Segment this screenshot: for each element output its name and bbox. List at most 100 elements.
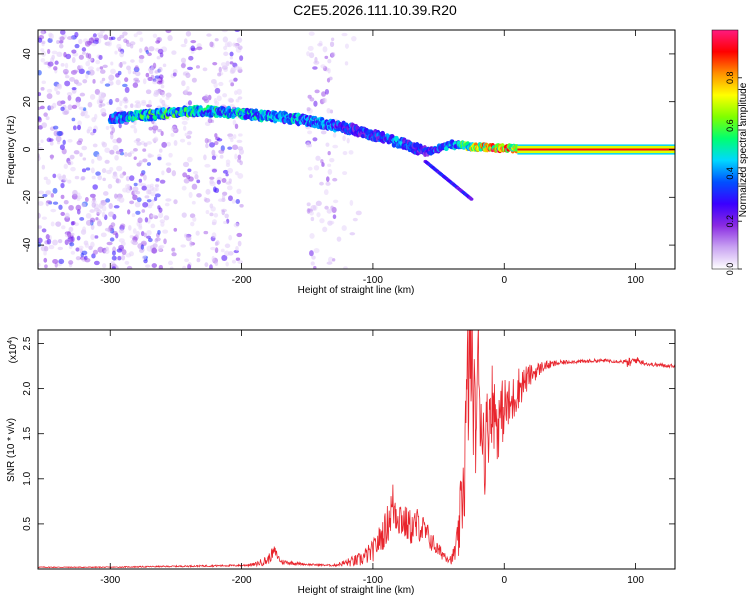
heat-cell — [185, 31, 192, 37]
heat-cell — [38, 92, 42, 97]
heat-cell — [99, 69, 106, 74]
heat-cell — [215, 240, 220, 246]
heat-cell — [68, 204, 74, 211]
heat-cell — [324, 55, 329, 60]
heat-cell — [332, 132, 337, 138]
heat-cell — [41, 228, 47, 233]
heat-cell — [74, 31, 79, 38]
heat-cell — [188, 191, 193, 199]
heat-cell — [221, 30, 228, 33]
heat-cell — [57, 173, 62, 179]
heat-cell — [78, 68, 85, 75]
heat-cell — [130, 239, 136, 245]
heat-cell — [111, 266, 116, 269]
heat-cell — [97, 32, 104, 37]
heat-cell — [151, 263, 158, 268]
heat-cell — [81, 51, 86, 55]
heat-cell — [43, 250, 47, 256]
heat-cell — [60, 106, 65, 112]
heat-cell — [187, 263, 191, 269]
heat-cell — [332, 144, 339, 149]
heat-cell — [134, 65, 139, 70]
heat-cell — [342, 151, 348, 156]
heat-cell — [60, 62, 65, 67]
heat-cell — [56, 100, 63, 107]
heat-cell — [104, 83, 111, 87]
heat-cell — [171, 126, 177, 132]
heat-cell — [109, 166, 114, 172]
heat-cell — [94, 235, 99, 239]
heat-cell — [327, 163, 332, 167]
heat-cell — [319, 181, 324, 186]
heat-cell — [135, 231, 140, 237]
heat-cell — [81, 202, 87, 208]
heat-cell — [180, 63, 186, 69]
heat-cell — [181, 120, 188, 126]
heat-cell — [43, 61, 47, 65]
heat-cell — [169, 266, 174, 269]
heat-cell — [351, 35, 357, 42]
heat-cell — [150, 201, 154, 207]
heat-cell — [38, 190, 45, 195]
y-tick-label: -20 — [22, 190, 33, 205]
heat-cell — [324, 88, 330, 95]
heat-cell — [46, 200, 52, 204]
heat-cell — [97, 246, 104, 253]
x-tick-label: -200 — [232, 575, 252, 586]
heat-cell — [71, 104, 78, 109]
heat-cell — [54, 60, 59, 65]
heat-cell — [116, 43, 122, 50]
heat-cell — [136, 141, 142, 146]
heat-cell — [47, 61, 54, 67]
heat-cell — [162, 229, 169, 234]
heat-cell — [108, 203, 113, 209]
heat-cell — [158, 148, 163, 153]
heat-cell — [71, 117, 76, 122]
heat-cell — [129, 200, 135, 205]
heat-cell — [320, 159, 324, 164]
heat-cell — [184, 89, 189, 96]
heat-cell — [157, 229, 161, 235]
heat-cell — [156, 80, 163, 85]
heat-cell — [146, 162, 152, 166]
heat-cell — [55, 135, 62, 142]
heat-cell — [307, 45, 314, 51]
heat-cell — [211, 255, 215, 262]
heat-cell — [236, 88, 242, 95]
heat-cell — [325, 142, 330, 147]
heat-cell — [116, 137, 122, 144]
heat-cell — [154, 196, 158, 201]
heat-cell — [171, 247, 175, 252]
heat-cell — [116, 165, 123, 172]
heat-cell — [38, 37, 43, 43]
heat-cell — [320, 130, 327, 135]
heat-cell — [213, 98, 218, 104]
heat-cell — [61, 225, 66, 230]
heat-cell — [217, 198, 224, 202]
heat-cell — [76, 197, 81, 202]
heat-cell — [234, 65, 240, 71]
heat-cell — [70, 166, 76, 172]
heat-cell — [112, 174, 118, 180]
heat-cell — [135, 71, 141, 77]
heat-cell — [91, 43, 97, 47]
colorbar-tick-label: 0.4 — [725, 167, 735, 180]
heat-cell — [158, 74, 164, 80]
heat-cell — [162, 63, 167, 68]
heat-cell — [111, 127, 116, 134]
heat-cell — [164, 202, 170, 207]
heat-cell — [66, 231, 72, 238]
heat-cell — [40, 139, 44, 143]
heat-cell — [50, 221, 55, 227]
heat-cell — [218, 66, 222, 73]
heat-cell — [52, 187, 58, 194]
heat-cell — [110, 61, 114, 66]
heat-cell — [188, 55, 194, 61]
heat-cell — [214, 247, 219, 254]
heat-cell — [147, 76, 153, 82]
heat-cell — [235, 98, 240, 103]
heat-cell — [142, 78, 147, 85]
heat-cell — [122, 111, 127, 116]
heat-cell — [95, 59, 101, 65]
x-tick-label: 100 — [627, 575, 644, 586]
